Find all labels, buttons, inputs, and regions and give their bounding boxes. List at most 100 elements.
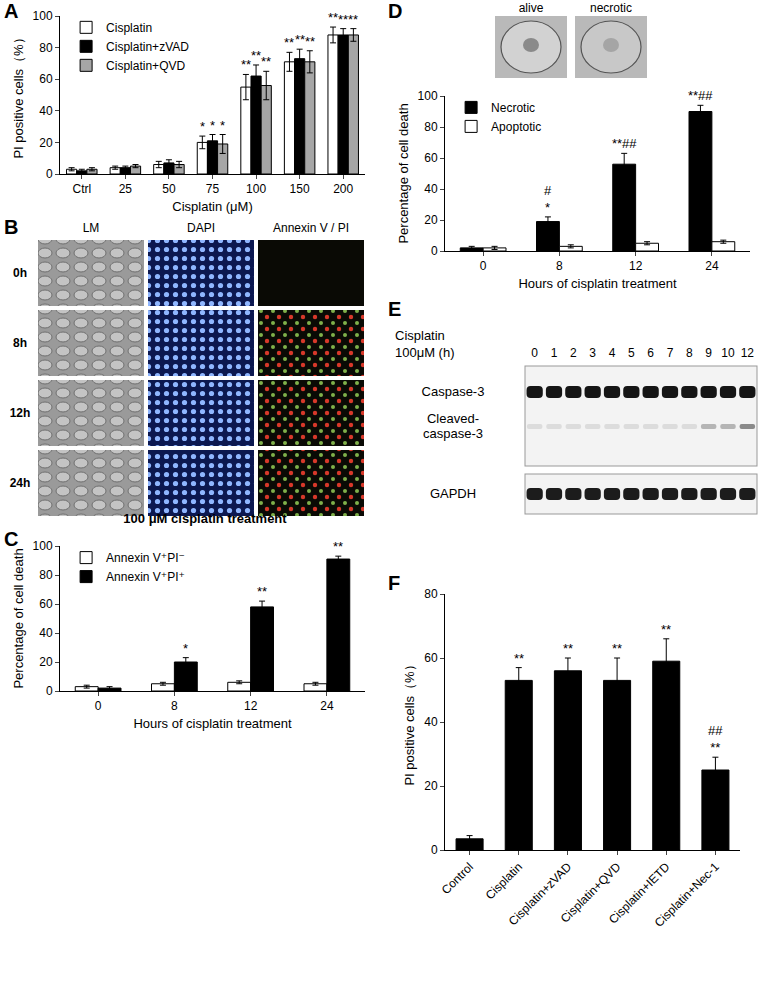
svg-text:80: 80 (39, 568, 53, 582)
svg-text:**##: **## (688, 88, 713, 103)
svg-text:**: ** (514, 651, 524, 666)
svg-text:20: 20 (39, 136, 53, 150)
svg-text:24h: 24h (10, 476, 31, 490)
svg-text:4: 4 (609, 346, 616, 360)
svg-text:Caspase-3: Caspase-3 (422, 384, 485, 399)
svg-text:12: 12 (741, 346, 755, 360)
svg-text:**: ** (251, 48, 261, 63)
svg-text:Cisplatin: Cisplatin (395, 328, 445, 343)
svg-text:necrotic: necrotic (590, 1, 632, 15)
svg-text:0: 0 (431, 244, 438, 258)
svg-text:7: 7 (667, 346, 674, 360)
svg-text:**: ** (261, 54, 271, 69)
svg-text:3: 3 (589, 346, 596, 360)
svg-text:25: 25 (119, 182, 133, 196)
svg-text:Cisplatin+QVD: Cisplatin+QVD (558, 860, 624, 926)
svg-text:GAPDH: GAPDH (430, 486, 476, 501)
svg-text:8h: 8h (13, 336, 27, 350)
svg-text:Cisplatin+IETD: Cisplatin+IETD (606, 860, 673, 927)
svg-text:100μM (h): 100μM (h) (395, 345, 455, 360)
svg-text:80: 80 (39, 41, 53, 55)
svg-text:100: 100 (418, 89, 438, 103)
svg-text:40: 40 (424, 182, 438, 196)
svg-text:200: 200 (333, 182, 353, 196)
svg-text:12: 12 (629, 259, 643, 273)
svg-text:6: 6 (647, 346, 654, 360)
svg-text:Cisplatin: Cisplatin (483, 860, 525, 902)
svg-text:**: ** (338, 12, 348, 27)
svg-text:*: * (210, 118, 215, 133)
svg-text:Annexin V⁺PI⁺: Annexin V⁺PI⁺ (106, 570, 185, 584)
svg-text:LM: LM (83, 221, 100, 235)
svg-text:**: ** (295, 32, 305, 47)
svg-text:Cisplatin+zVAD: Cisplatin+zVAD (106, 40, 189, 54)
svg-text:#*: #* (544, 183, 552, 215)
svg-text:50: 50 (162, 182, 176, 196)
svg-text:60: 60 (39, 72, 53, 86)
svg-text:Cisplatin (μM): Cisplatin (μM) (172, 199, 252, 214)
svg-text:**: ** (333, 539, 343, 554)
svg-text:**: ** (661, 622, 671, 637)
svg-text:PI positive cells（%）: PI positive cells（%） (402, 658, 417, 785)
svg-text:Apoptotic: Apoptotic (491, 120, 541, 134)
svg-text:12: 12 (244, 699, 258, 713)
svg-text:Necrotic: Necrotic (491, 101, 535, 115)
svg-text:0: 0 (46, 167, 53, 181)
svg-text:40: 40 (39, 626, 53, 640)
svg-text:**: ** (305, 34, 315, 49)
svg-text:24: 24 (705, 259, 719, 273)
svg-text:**: ** (241, 57, 251, 72)
svg-text:75: 75 (206, 182, 220, 196)
svg-text:Cisplatin: Cisplatin (106, 21, 152, 35)
svg-text:40: 40 (424, 715, 438, 729)
svg-text:Control: Control (439, 860, 476, 897)
svg-text:60: 60 (424, 651, 438, 665)
svg-text:Cisplatin+Nec-1: Cisplatin+Nec-1 (652, 860, 722, 930)
svg-text:2: 2 (570, 346, 577, 360)
svg-text:80: 80 (424, 120, 438, 134)
svg-text:Cleaved-: Cleaved- (427, 411, 479, 426)
svg-text:Percentage of cell death: Percentage of cell death (11, 548, 26, 688)
svg-text:PI positive cells（%）: PI positive cells（%） (11, 31, 26, 158)
svg-text:Percentage of cell death: Percentage of cell death (396, 103, 411, 243)
svg-text:Annexin V / PI: Annexin V / PI (273, 221, 349, 235)
svg-text:Annexin V⁺PI⁻: Annexin V⁺PI⁻ (106, 551, 185, 565)
svg-text:caspase-3: caspase-3 (423, 426, 483, 441)
svg-text:5: 5 (628, 346, 635, 360)
svg-text:**: ** (328, 10, 338, 25)
svg-text:0: 0 (431, 843, 438, 857)
svg-text:DAPI: DAPI (187, 221, 215, 235)
svg-text:Cisplatin+QVD: Cisplatin+QVD (106, 59, 185, 73)
svg-text:**: ** (348, 12, 358, 27)
svg-text:60: 60 (39, 597, 53, 611)
svg-text:100: 100 (246, 182, 266, 196)
svg-text:*: * (183, 641, 188, 656)
svg-text:0: 0 (531, 346, 538, 360)
svg-text:0: 0 (95, 699, 102, 713)
svg-text:20: 20 (424, 213, 438, 227)
svg-text:8: 8 (686, 346, 693, 360)
svg-text:20: 20 (424, 779, 438, 793)
svg-text:100: 100 (33, 9, 53, 23)
svg-text:Hours of cisplatin treatment: Hours of cisplatin treatment (133, 716, 292, 731)
svg-text:0: 0 (480, 259, 487, 273)
svg-text:*: * (200, 119, 205, 134)
svg-text:##**: ##** (708, 723, 723, 755)
svg-text:**##: **## (612, 136, 637, 151)
svg-text:12h: 12h (10, 406, 31, 420)
svg-text:Ctrl: Ctrl (72, 182, 91, 196)
svg-text:**: ** (563, 641, 573, 656)
svg-text:40: 40 (39, 104, 53, 118)
svg-text:100 μM cisplatin treatment: 100 μM cisplatin treatment (123, 511, 287, 526)
svg-text:8: 8 (556, 259, 563, 273)
svg-text:Cisplatin+zVAD: Cisplatin+zVAD (506, 860, 575, 929)
svg-text:0h: 0h (13, 266, 27, 280)
svg-text:1: 1 (551, 346, 558, 360)
svg-text:**: ** (284, 35, 294, 50)
svg-text:*: * (220, 118, 225, 133)
svg-text:8: 8 (171, 699, 178, 713)
svg-text:60: 60 (424, 151, 438, 165)
svg-text:100: 100 (33, 539, 53, 553)
svg-text:10: 10 (721, 346, 735, 360)
svg-text:Hours of cisplatin treatment: Hours of cisplatin treatment (518, 276, 677, 291)
